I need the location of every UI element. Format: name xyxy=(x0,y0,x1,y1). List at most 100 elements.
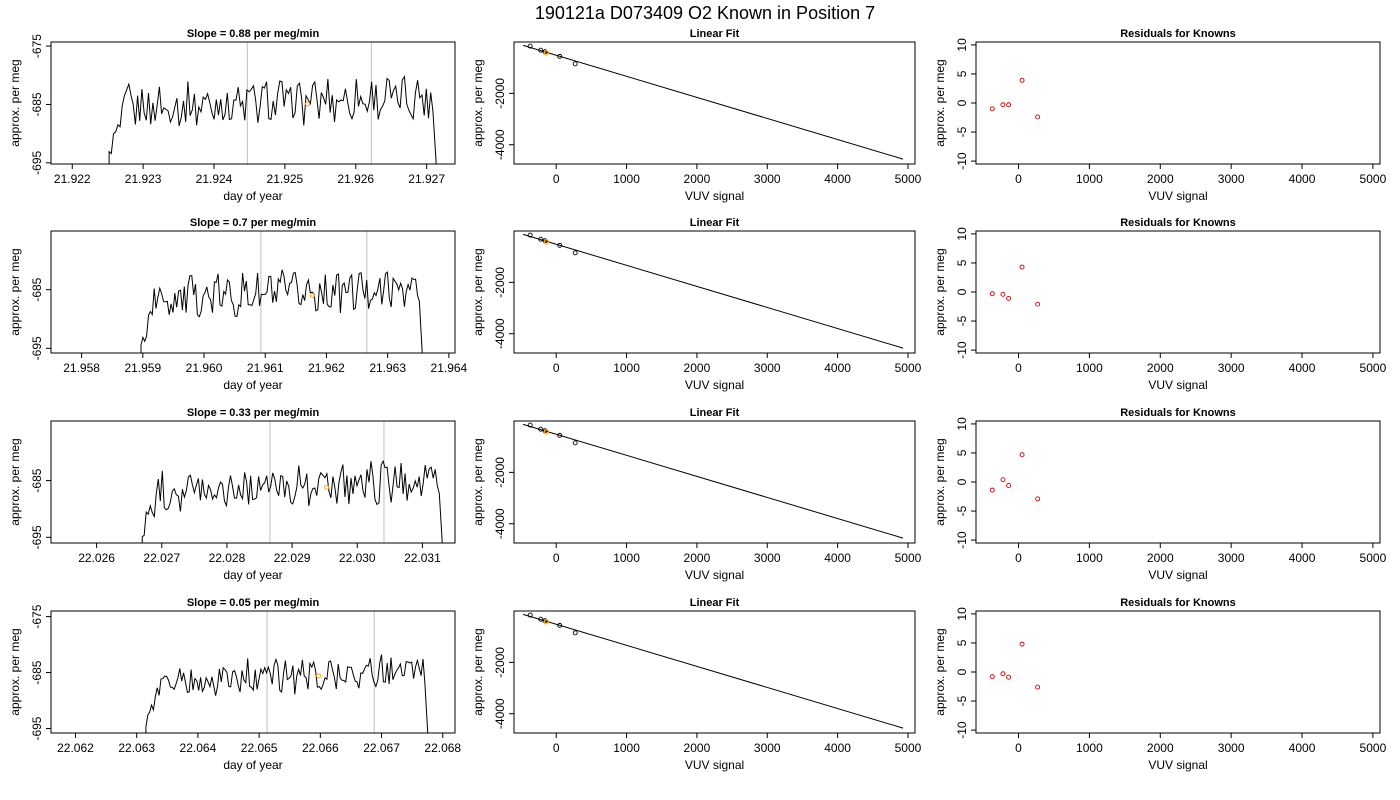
x-tick-label: 1000 xyxy=(613,361,640,375)
plot-area xyxy=(989,641,1041,690)
plot-frame xyxy=(50,420,456,544)
data-point xyxy=(538,616,544,622)
residual-point xyxy=(1000,291,1006,297)
panel-title: Slope = 0.88 per meg/min xyxy=(187,28,320,40)
y-tick-label: -4000 xyxy=(493,508,507,539)
x-axis-label: day of year xyxy=(223,568,282,582)
data-point xyxy=(557,53,563,59)
plot-frame xyxy=(975,41,1381,165)
y-tick-label: -675 xyxy=(30,34,44,58)
y-tick-label: -2000 xyxy=(493,647,507,678)
panel-title: Residuals for Knowns xyxy=(1120,407,1236,419)
x-tick-label: 0 xyxy=(1015,361,1022,375)
residual-point xyxy=(1006,483,1012,488)
highlight-point xyxy=(305,101,311,107)
panel-title: Linear Fit xyxy=(690,217,740,229)
x-tick-label: 0 xyxy=(553,172,560,186)
y-tick-label: -5 xyxy=(955,695,969,706)
y-tick-label: -2000 xyxy=(493,78,507,109)
y-tick-label: -10 xyxy=(955,341,969,359)
plot-area xyxy=(523,422,904,539)
y-tick-label: 10 xyxy=(955,417,969,431)
residual-point xyxy=(1000,102,1006,108)
x-tick-label: 2000 xyxy=(1147,551,1174,565)
data-point xyxy=(572,61,578,67)
y-tick-label: -695 xyxy=(30,716,44,740)
y-tick-label: 5 xyxy=(955,259,969,266)
plot-frame xyxy=(975,420,1381,544)
plot-frame xyxy=(50,610,456,734)
x-tick-label: 22.062 xyxy=(57,741,94,755)
x-tick-label: 4000 xyxy=(824,551,851,565)
y-axis-label: approx. per meg xyxy=(8,628,22,715)
y-axis-label: approx. per meg xyxy=(933,248,947,335)
residual-point xyxy=(989,291,995,297)
y-tick-label: 0 xyxy=(955,668,969,675)
y-axis-label: approx. per meg xyxy=(471,438,485,525)
plot-area xyxy=(141,421,443,543)
highlight-point xyxy=(309,293,315,299)
x-tick-label: 3000 xyxy=(1218,741,1245,755)
x-tick-label: 4000 xyxy=(1289,361,1316,375)
panel-title: Residuals for Knowns xyxy=(1120,597,1236,609)
y-tick-label: -5 xyxy=(955,126,969,137)
panel-title: Residuals for Knowns xyxy=(1120,28,1236,40)
highlight-point xyxy=(543,239,550,245)
x-axis-label: VUV signal xyxy=(685,568,744,582)
plot-frame xyxy=(50,230,456,354)
y-axis-label: approx. per meg xyxy=(471,248,485,335)
highlight-point xyxy=(543,50,550,56)
x-tick-label: 2000 xyxy=(684,741,711,755)
x-tick-label: 4000 xyxy=(1289,172,1316,186)
panel-time-series-row-2: Slope = 0.7 per meg/min 21.958 21.959 21.96… xyxy=(8,217,468,392)
data-point xyxy=(542,428,548,434)
plot-area xyxy=(523,612,904,729)
x-axis-label: day of year xyxy=(223,758,282,772)
x-tick-label: 4000 xyxy=(824,172,851,186)
residual-point xyxy=(1019,264,1025,270)
x-tick-label: 21.963 xyxy=(369,361,406,375)
x-tick-label: 5000 xyxy=(1360,551,1387,565)
data-point xyxy=(557,622,563,628)
highlight-point xyxy=(324,484,330,490)
x-axis-label: VUV signal xyxy=(1148,378,1207,392)
x-tick-label: 4000 xyxy=(824,741,851,755)
x-tick-label: 4000 xyxy=(1289,741,1316,755)
residual-point xyxy=(1035,496,1041,502)
figure-title: 190121a D073409 O2 Known in Position 7 xyxy=(535,3,875,23)
x-tick-label: 22.064 xyxy=(180,741,217,755)
plot-area xyxy=(989,77,1041,120)
x-tick-label: 5000 xyxy=(895,361,922,375)
y-tick-label: -675 xyxy=(30,604,44,628)
y-tick-label: -4000 xyxy=(493,318,507,349)
x-tick-label: 0 xyxy=(1015,172,1022,186)
plot-frame xyxy=(513,41,916,165)
x-tick-label: 22.027 xyxy=(143,551,180,565)
x-tick-label: 0 xyxy=(1015,741,1022,755)
panel-residuals-row-4: Residuals for Knowns 0 1000 2000 3000 4000 500… xyxy=(933,597,1387,772)
x-tick-label: 1000 xyxy=(1076,361,1103,375)
panel-residuals-row-2: Residuals for Knowns 0 1000 2000 3000 4000 500… xyxy=(933,217,1387,392)
residual-point xyxy=(1006,102,1012,108)
y-tick-label: 5 xyxy=(955,70,969,77)
highlight-point xyxy=(543,429,550,435)
x-tick-label: 4000 xyxy=(824,361,851,375)
x-axis-label: day of year xyxy=(223,378,282,392)
plot-frame xyxy=(975,610,1381,734)
y-axis-label: approx. per meg xyxy=(8,59,22,146)
plot-area xyxy=(140,231,423,353)
residual-point xyxy=(1019,452,1025,458)
x-tick-label: 5000 xyxy=(895,172,922,186)
x-tick-label: 1000 xyxy=(613,551,640,565)
data-point xyxy=(557,432,563,438)
x-tick-label: 0 xyxy=(553,551,560,565)
fit-line xyxy=(523,233,904,349)
highlight-point xyxy=(543,619,550,625)
x-tick-label: 2000 xyxy=(684,172,711,186)
panel-title: Linear Fit xyxy=(690,28,740,40)
data-point xyxy=(538,236,544,242)
x-tick-label: 3000 xyxy=(1218,551,1245,565)
y-tick-label: -5 xyxy=(955,315,969,326)
fit-line xyxy=(523,423,904,539)
